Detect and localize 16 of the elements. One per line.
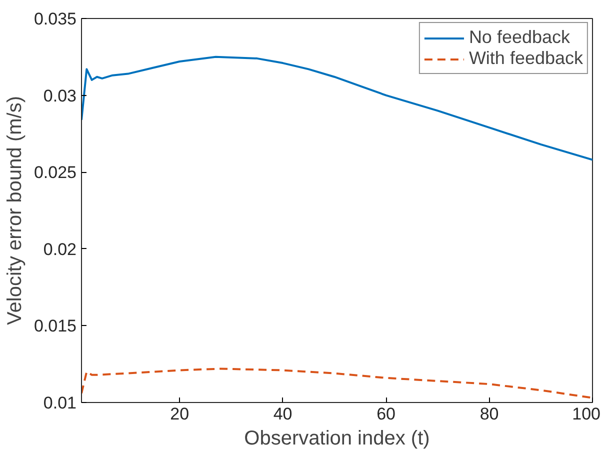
y-tick-label: 0.025 [34, 163, 77, 182]
x-axis-title: Observation index (t) [244, 428, 430, 450]
y-tick-label: 0.015 [34, 316, 77, 336]
x-tick-label: 60 [376, 404, 396, 424]
line-series [82, 368, 592, 399]
legend-label: No feedback [468, 27, 570, 48]
x-tick-label: 20 [170, 404, 190, 424]
legend-label: With feedback [468, 48, 583, 69]
y-tick-label: 0.03 [43, 86, 77, 106]
y-tick-label: 0.01 [43, 394, 77, 412]
y-tick-label: 0.035 [34, 10, 77, 28]
y-tick-label: 0.02 [43, 240, 77, 259]
x-tick-label: 100 [572, 404, 601, 424]
x-tick-label: 40 [273, 404, 292, 424]
x-tick-label: 80 [480, 404, 499, 424]
y-axis-title: Velocity error bound (m/s) [4, 96, 26, 325]
